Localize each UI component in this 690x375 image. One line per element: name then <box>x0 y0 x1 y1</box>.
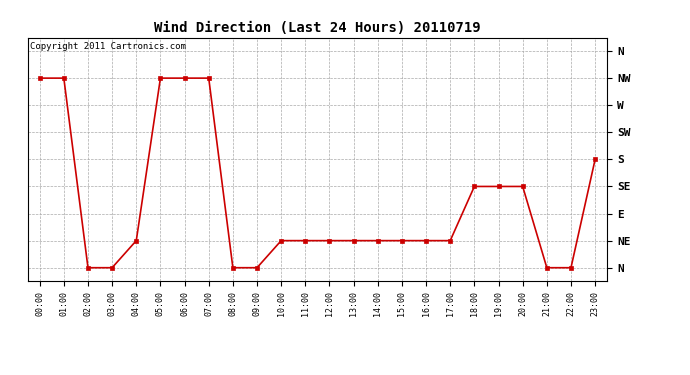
Title: Wind Direction (Last 24 Hours) 20110719: Wind Direction (Last 24 Hours) 20110719 <box>154 21 481 35</box>
Text: Copyright 2011 Cartronics.com: Copyright 2011 Cartronics.com <box>30 42 186 51</box>
